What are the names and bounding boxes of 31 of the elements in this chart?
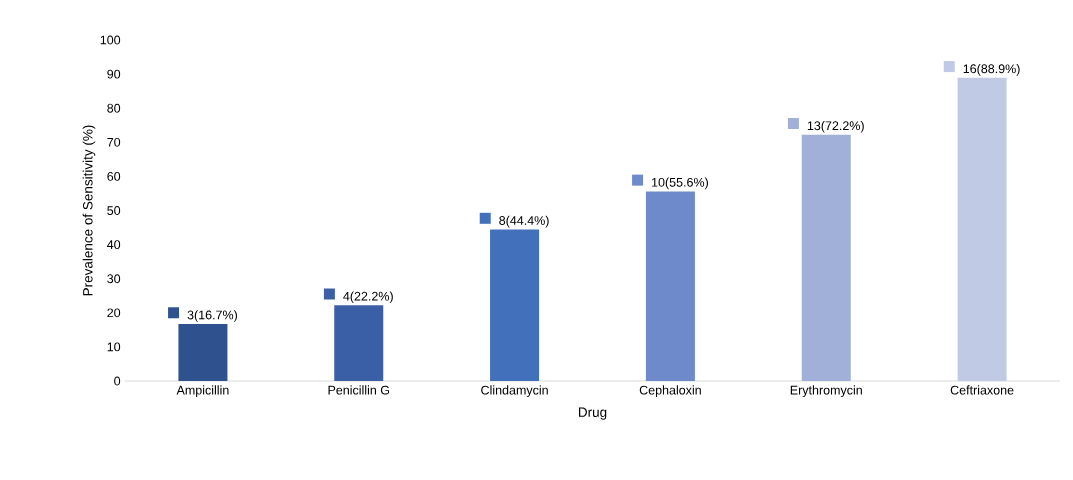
data-label: 8(44.4%) — [499, 215, 549, 228]
x-tick-label: Clindamycin — [481, 385, 548, 398]
y-axis-title: Prevalence of Sensitivity (%) — [82, 125, 96, 296]
data-label: 16(88.9%) — [963, 64, 1020, 76]
y-tick-label: 10 — [107, 342, 121, 352]
y-tick-label: 30 — [107, 274, 121, 284]
y-tick-label: 90 — [107, 69, 121, 79]
x-tick-label: Ceftriaxone — [950, 385, 1014, 395]
data-label: 13(72.2%) — [807, 120, 864, 133]
x-tick-label: Ampicillin — [176, 385, 229, 398]
bar — [178, 324, 228, 381]
y-tick-label: 40 — [107, 240, 121, 250]
x-tick-label: Erythromycin — [790, 385, 862, 398]
bar — [334, 305, 384, 381]
y-tick-label: 50 — [107, 206, 121, 215]
y-tick-label: 80 — [107, 103, 121, 113]
x-axis-title: Drug — [578, 407, 607, 420]
y-tick-label: 60 — [107, 171, 121, 181]
data-label: 3(16.7%) — [187, 310, 237, 322]
data-label: 4(22.2%) — [343, 291, 393, 304]
y-tick-label: 0 — [114, 376, 121, 386]
x-tick-label: Penicillin G — [328, 385, 390, 395]
y-tick-label: 100 — [100, 35, 121, 45]
y-tick-label: 70 — [107, 137, 121, 147]
bar — [645, 191, 695, 381]
x-tick-label: Cephaloxin — [639, 385, 701, 398]
bar — [801, 134, 851, 381]
y-tick-label: 20 — [107, 308, 121, 318]
bar — [957, 77, 1007, 381]
bar — [490, 229, 540, 381]
data-label: 10(55.6%) — [652, 177, 708, 190]
